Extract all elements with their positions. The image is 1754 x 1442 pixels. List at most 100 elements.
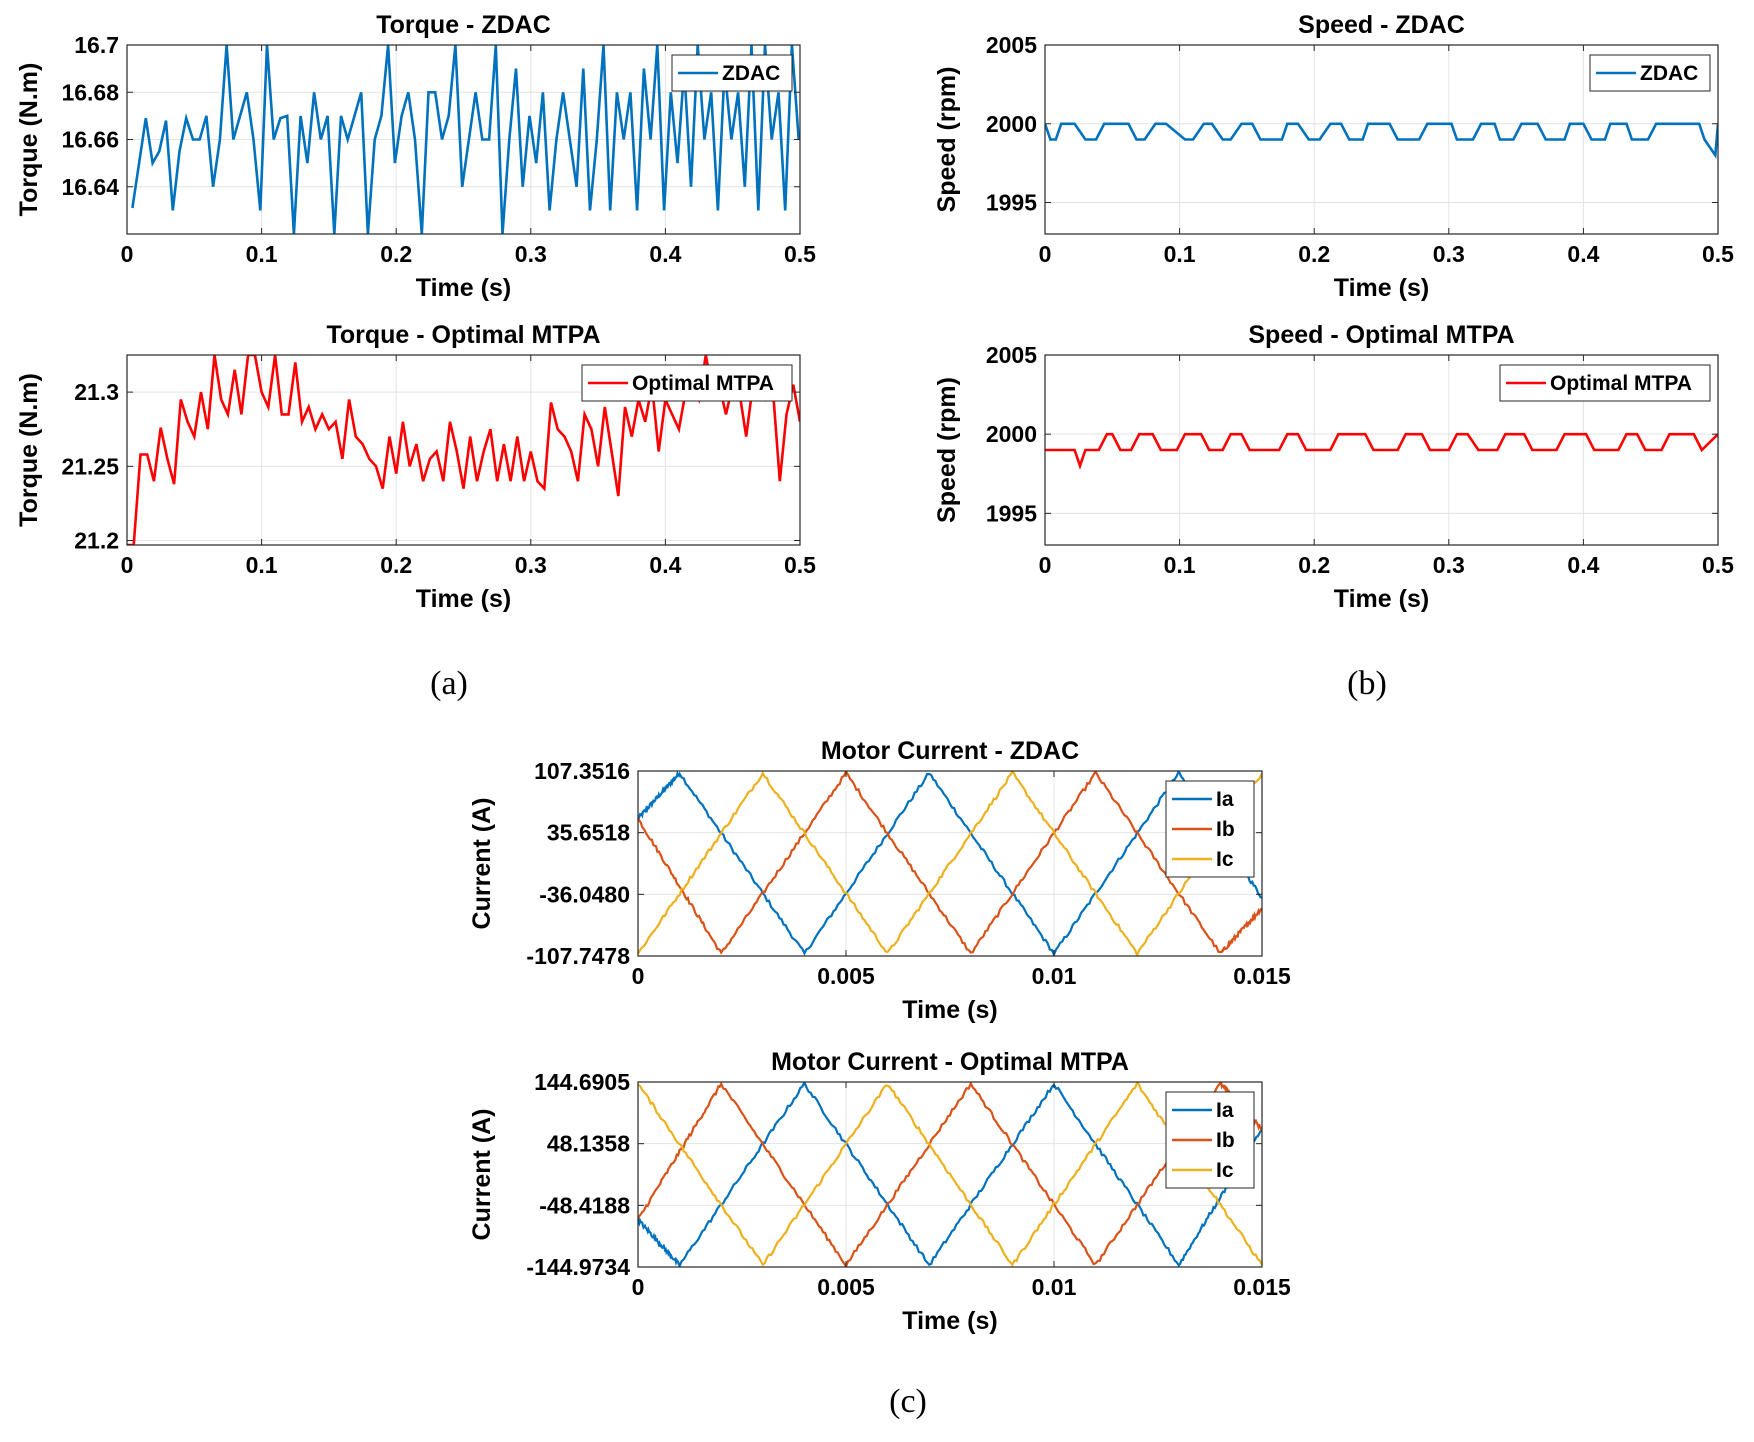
y-tick-label: 21.3 xyxy=(74,379,119,405)
chart-title: Torque - Optimal MTPA xyxy=(326,321,600,349)
y-tick-label: 21.25 xyxy=(61,453,119,479)
x-tick-label: 0.015 xyxy=(1233,963,1291,989)
chart-title: Speed - ZDAC xyxy=(1298,11,1465,39)
legend: Ia Ib Ic xyxy=(1165,780,1255,878)
y-tick-label: 1995 xyxy=(986,500,1037,526)
y-tick-label: 2005 xyxy=(986,32,1037,58)
x-tick-label: 0 xyxy=(1039,552,1052,578)
y-tick-label: -36.0480 xyxy=(539,881,630,907)
y-tick-label: 35.6518 xyxy=(547,820,630,846)
y-tick-label: 2000 xyxy=(986,421,1037,447)
x-tick-label: 0.5 xyxy=(1702,241,1734,267)
y-tick-label: 21.2 xyxy=(74,528,119,554)
x-tick-label: 0.5 xyxy=(784,552,816,578)
axes-frame xyxy=(1044,44,1719,235)
legend: Ia Ib Ic xyxy=(1165,1091,1255,1189)
x-axis-label: Time (s) xyxy=(416,274,511,302)
y-axis-label: Current (A) xyxy=(468,798,496,930)
x-tick-label: 0.2 xyxy=(380,241,412,267)
legend: ZDAC xyxy=(1589,54,1711,92)
y-tick-label: 16.66 xyxy=(61,127,119,153)
x-tick-label: 0 xyxy=(632,963,645,989)
chart-5: 0 0.005 0.01 0.015 -107.7478 -36.0480 35.6518 1… xyxy=(468,737,1291,1024)
y-tick-label: 2005 xyxy=(986,342,1037,368)
x-tick-label: 0 xyxy=(1039,241,1052,267)
x-axis-label: Time (s) xyxy=(902,1307,997,1335)
x-axis-label: Time (s) xyxy=(1334,585,1429,613)
x-tick-label: 0.4 xyxy=(1567,241,1599,267)
y-tick-label: 16.7 xyxy=(74,32,119,58)
x-axis-label: Time (s) xyxy=(902,996,997,1024)
y-tick-label: 16.68 xyxy=(61,79,119,105)
series-line-ic xyxy=(638,771,1262,956)
x-tick-label: 0.005 xyxy=(817,1274,875,1300)
x-tick-label: 0.3 xyxy=(1433,241,1465,267)
y-axis-label: Torque (N.m) xyxy=(15,63,43,217)
x-tick-label: 0.4 xyxy=(1567,552,1599,578)
x-tick-label: 0.01 xyxy=(1032,1274,1077,1300)
x-tick-label: 0.5 xyxy=(1702,552,1734,578)
x-tick-label: 0.3 xyxy=(515,241,547,267)
axes-frame xyxy=(637,770,1263,957)
y-tick-label: 48.1358 xyxy=(547,1131,630,1157)
legend: Optimal MTPA xyxy=(1499,364,1711,402)
x-tick-label: 0.005 xyxy=(817,963,875,989)
x-tick-label: 0.1 xyxy=(246,241,278,267)
y-tick-label: 107.3516 xyxy=(534,758,630,784)
series-line-zdac xyxy=(1045,122,1718,160)
chart-1: 0 0.1 0.2 0.3 0.4 0.5 16.64 16.66 16.68 16.7 Torqu… xyxy=(15,11,816,302)
chart-2: 0 0.1 0.2 0.3 0.4 0.5 21.2 21.25 21.3 Torque - Op… xyxy=(15,321,816,613)
series-line-optimal-mtpa xyxy=(1045,432,1718,470)
x-tick-label: 0.3 xyxy=(515,552,547,578)
y-axis-label: Speed (rpm) xyxy=(933,377,961,523)
caption-b: (b) xyxy=(1347,665,1387,702)
legend-label: Ib xyxy=(1216,1129,1235,1152)
x-tick-label: 0.2 xyxy=(1298,552,1330,578)
chart-title: Motor Current - ZDAC xyxy=(821,737,1079,765)
legend-label: Ic xyxy=(1216,848,1234,871)
y-tick-label: -107.7478 xyxy=(526,943,630,969)
chart-title: Speed - Optimal MTPA xyxy=(1248,321,1514,349)
x-tick-label: 0 xyxy=(121,241,134,267)
legend-label: ZDAC xyxy=(1640,62,1698,85)
legend-label: Ia xyxy=(1216,1099,1234,1122)
caption-c: (c) xyxy=(889,1383,927,1420)
x-tick-label: 0.1 xyxy=(246,552,278,578)
legend: Optimal MTPA xyxy=(581,364,793,402)
chart-3: 0 0.1 0.2 0.3 0.4 0.5 1995 2000 2005 Speed - ZDAC… xyxy=(933,11,1734,302)
x-tick-label: 0.01 xyxy=(1032,963,1077,989)
legend: ZDAC xyxy=(671,54,793,92)
legend-label: Ia xyxy=(1216,788,1234,811)
legend-label: Ib xyxy=(1216,818,1235,841)
y-tick-label: 16.64 xyxy=(61,174,119,200)
x-tick-label: 0.3 xyxy=(1433,552,1465,578)
y-tick-label: 1995 xyxy=(986,190,1037,216)
series-line-ic xyxy=(638,1082,1262,1267)
x-tick-label: 0.2 xyxy=(1298,241,1330,267)
y-tick-label: 144.6905 xyxy=(534,1069,630,1095)
chart-6: 0 0.005 0.01 0.015 -144.9734 -48.4188 48.1358 1… xyxy=(468,1048,1291,1335)
y-tick-label: -144.9734 xyxy=(526,1254,630,1280)
chart-title: Motor Current - Optimal MTPA xyxy=(771,1048,1129,1076)
x-tick-label: 0.1 xyxy=(1164,552,1196,578)
series-line-ib xyxy=(638,771,1262,955)
x-tick-label: 0.5 xyxy=(784,241,816,267)
series-line-ia xyxy=(638,1082,1262,1267)
chart-4: 0 0.1 0.2 0.3 0.4 0.5 1995 2000 2005 Speed - Opti… xyxy=(933,321,1734,613)
x-tick-label: 0.4 xyxy=(649,552,681,578)
y-tick-label: -48.4188 xyxy=(539,1192,630,1218)
x-tick-label: 0.1 xyxy=(1164,241,1196,267)
legend-label: Ic xyxy=(1216,1159,1234,1182)
x-tick-label: 0.4 xyxy=(649,241,681,267)
x-tick-label: 0 xyxy=(632,1274,645,1300)
legend-label: Optimal MTPA xyxy=(1550,372,1692,395)
x-axis-label: Time (s) xyxy=(1334,274,1429,302)
x-tick-label: 0.2 xyxy=(380,552,412,578)
caption-a: (a) xyxy=(430,665,468,702)
legend-label: ZDAC xyxy=(722,62,780,85)
x-tick-label: 0.015 xyxy=(1233,1274,1291,1300)
x-tick-label: 0 xyxy=(121,552,134,578)
y-axis-label: Speed (rpm) xyxy=(933,67,961,213)
legend-label: Optimal MTPA xyxy=(632,372,774,395)
